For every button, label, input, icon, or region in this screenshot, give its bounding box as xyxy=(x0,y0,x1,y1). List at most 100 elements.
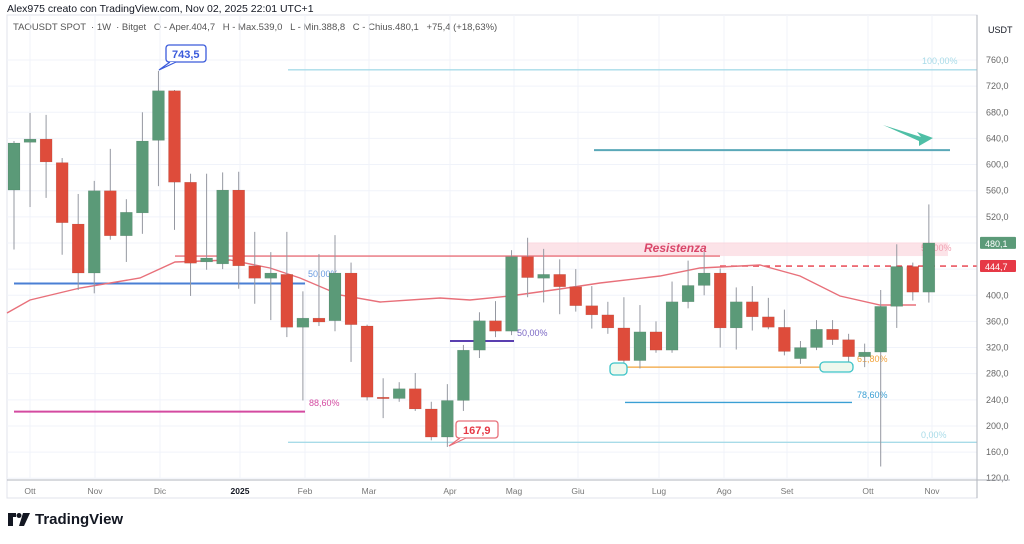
candle-down[interactable] xyxy=(39,138,53,163)
candle-up[interactable] xyxy=(810,328,823,348)
fib-label: 61,80% xyxy=(857,354,888,364)
candle-down[interactable] xyxy=(168,90,181,183)
candle-up[interactable] xyxy=(441,400,454,438)
logo-text: TradingView xyxy=(35,511,124,528)
candle-down[interactable] xyxy=(425,408,438,438)
candle-up[interactable] xyxy=(23,138,37,143)
candle-up[interactable] xyxy=(730,301,743,329)
author-line: Alex975 creato con TradingView.com, Nov … xyxy=(7,3,314,15)
candle-down[interactable] xyxy=(762,316,775,328)
low-callout-pointer xyxy=(448,437,467,447)
candle-down[interactable] xyxy=(842,339,855,357)
candle-up[interactable] xyxy=(665,301,679,351)
level-badge xyxy=(980,260,1016,273)
price-tick: 360,0 xyxy=(986,316,1009,326)
candle-up[interactable] xyxy=(794,347,807,359)
candle-up[interactable] xyxy=(457,349,470,401)
time-tick: Mag xyxy=(506,486,523,496)
candle-up[interactable] xyxy=(537,274,550,279)
price-tick: 680,0 xyxy=(986,107,1009,117)
price-tick: 600,0 xyxy=(986,160,1009,170)
candle-down[interactable] xyxy=(489,320,502,332)
highlight-oval xyxy=(819,361,854,373)
level-badge-text: 444,7 xyxy=(985,262,1008,272)
candle-down[interactable] xyxy=(312,317,326,323)
candle-down[interactable] xyxy=(232,189,245,267)
time-tick: Nov xyxy=(924,486,940,496)
price-tick: 160,0 xyxy=(986,447,1009,457)
candle-down[interactable] xyxy=(601,314,615,329)
candle-down[interactable] xyxy=(104,190,117,237)
candle-down[interactable] xyxy=(360,325,374,398)
candle-down[interactable] xyxy=(553,274,566,288)
tradingview-logo-icon xyxy=(8,513,30,526)
candle-up[interactable] xyxy=(681,285,695,303)
time-tick: Ott xyxy=(24,486,36,496)
candle-up[interactable] xyxy=(858,351,871,357)
candle-up[interactable] xyxy=(296,317,310,328)
candle-down[interactable] xyxy=(906,266,920,293)
candle-down[interactable] xyxy=(585,305,599,316)
candle-up[interactable] xyxy=(392,388,406,399)
legend-high: H - Max.539,0 xyxy=(222,22,283,33)
candle-down[interactable] xyxy=(826,328,839,340)
resistance-label: Resistenza xyxy=(644,241,707,255)
candle-up[interactable] xyxy=(328,272,342,321)
candle-down[interactable] xyxy=(344,272,358,325)
tradingview-logo: TradingView xyxy=(8,511,123,528)
candle-down[interactable] xyxy=(746,301,759,318)
last-price-text: 480,1 xyxy=(985,239,1008,249)
candle-down[interactable] xyxy=(778,327,791,352)
candle-up[interactable] xyxy=(200,257,213,263)
fib-label: 0,00% xyxy=(921,430,947,440)
candle-down[interactable] xyxy=(55,162,69,223)
candle-up[interactable] xyxy=(264,272,278,279)
candle-up[interactable] xyxy=(88,190,101,274)
price-tick: 760,0 xyxy=(986,55,1009,65)
candle-down[interactable] xyxy=(409,388,422,410)
time-tick: Ago xyxy=(716,486,731,496)
candle-up[interactable] xyxy=(152,90,165,141)
candle-down[interactable] xyxy=(280,274,294,328)
candle-down[interactable] xyxy=(71,223,85,274)
resistance-zone xyxy=(528,242,948,257)
time-tick: Nov xyxy=(87,486,103,496)
price-tick: 640,0 xyxy=(986,133,1009,143)
price-tick: 280,0 xyxy=(986,369,1009,379)
candle-up[interactable] xyxy=(890,266,903,307)
candle-up[interactable] xyxy=(874,306,887,353)
candle-up[interactable] xyxy=(633,331,647,361)
candle-up[interactable] xyxy=(216,189,229,265)
price-tick: 120,0 xyxy=(986,473,1009,483)
price-tick: 720,0 xyxy=(986,81,1009,91)
candle-down[interactable] xyxy=(569,286,582,306)
candle-down[interactable] xyxy=(184,181,197,264)
candle-up[interactable] xyxy=(136,140,149,214)
price-tick: 560,0 xyxy=(986,186,1009,196)
fib-label: 50,00% xyxy=(921,243,952,253)
legend-symbol[interactable]: TAOUSDT SPOT xyxy=(13,22,87,33)
candle-down[interactable] xyxy=(713,272,727,329)
price-tick: 320,0 xyxy=(986,343,1009,353)
candle-up[interactable] xyxy=(505,256,518,332)
time-tick: 2025 xyxy=(231,486,250,496)
candle-down[interactable] xyxy=(521,256,534,278)
highlight-oval xyxy=(609,362,628,376)
trend-arrow-icon xyxy=(883,125,933,146)
candle-down[interactable] xyxy=(248,265,261,279)
candle-up[interactable] xyxy=(7,142,21,191)
candle-up[interactable] xyxy=(922,242,936,293)
candle-down[interactable] xyxy=(617,327,631,361)
candle-up[interactable] xyxy=(697,272,711,286)
price-axis-currency: USDT xyxy=(988,25,1013,35)
candle-down[interactable] xyxy=(649,331,663,351)
candle-up[interactable] xyxy=(120,212,133,237)
time-tick: Mar xyxy=(362,486,377,496)
high-callout-text: 743,5 xyxy=(172,49,200,61)
candle-down[interactable] xyxy=(376,396,390,399)
candle-up[interactable] xyxy=(473,320,486,351)
time-tick: Feb xyxy=(298,486,313,496)
time-tick: Lug xyxy=(652,486,666,496)
